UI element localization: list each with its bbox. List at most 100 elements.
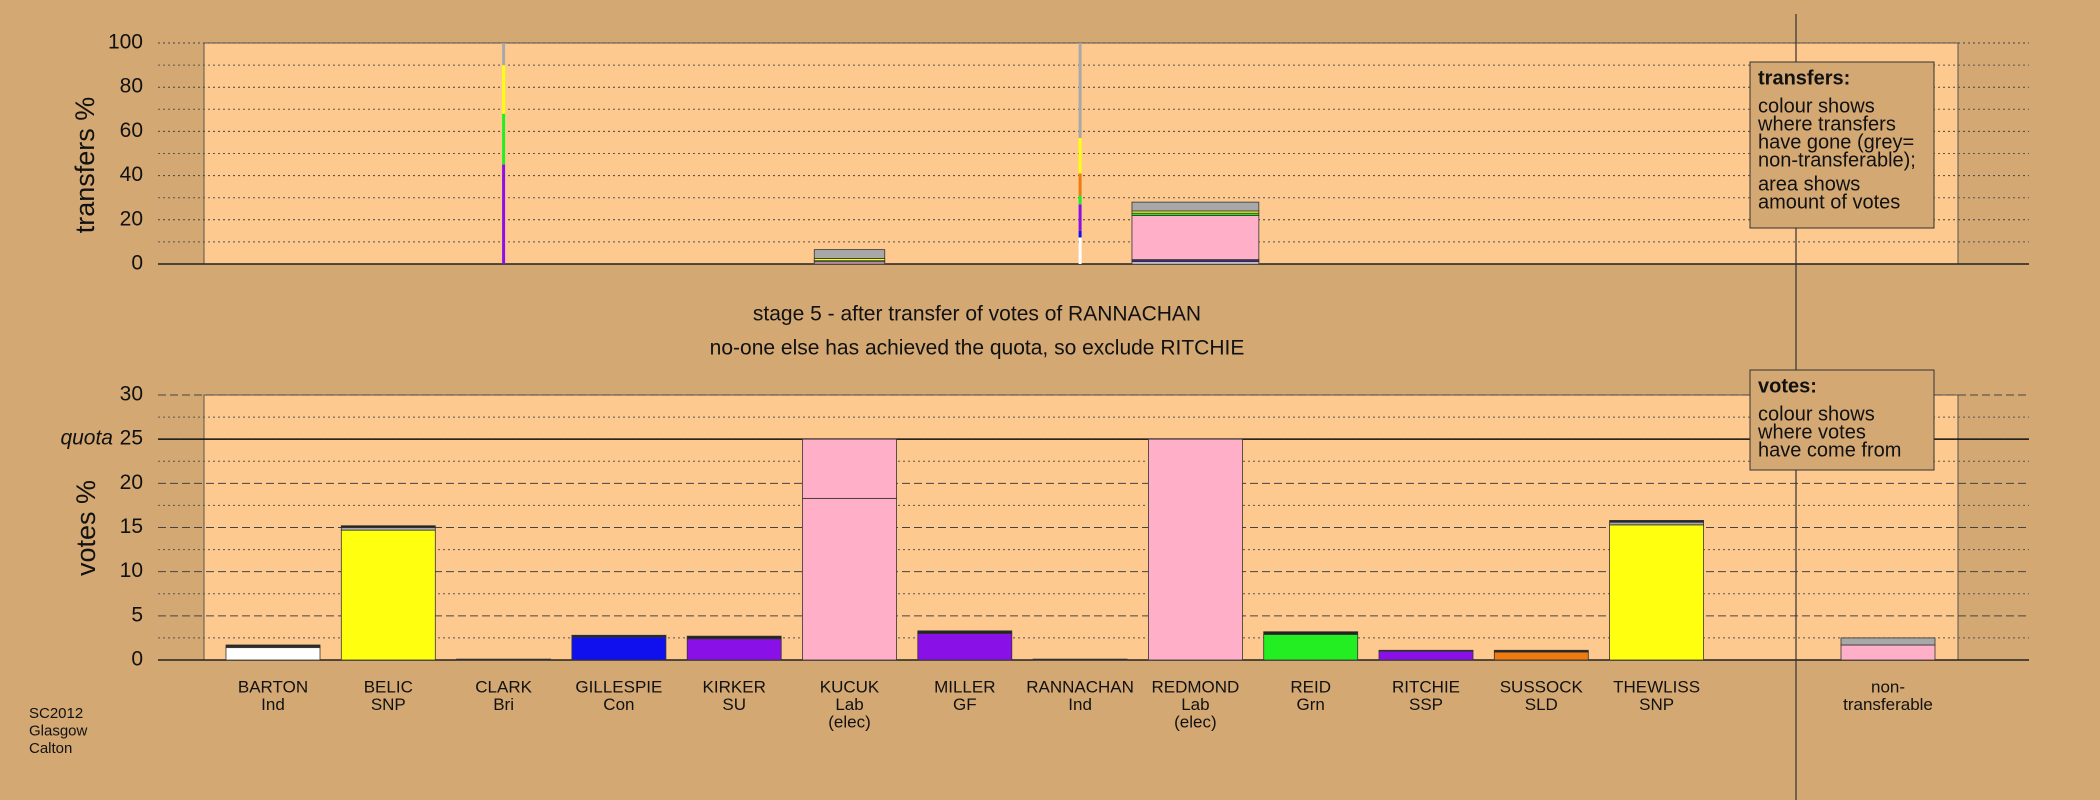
bar-segment	[571, 636, 667, 661]
x-tick-label: (elec)	[828, 712, 871, 731]
bar-segment	[917, 630, 1013, 634]
bar-segment	[340, 525, 436, 528]
x-tick-label: BELIC	[364, 677, 413, 696]
bar-segment	[502, 65, 506, 114]
bar-segment	[502, 164, 506, 264]
note-line: area shows	[1758, 173, 1860, 195]
x-tick-label: SSP	[1409, 695, 1443, 714]
y-tick-label: 10	[120, 559, 143, 582]
x-tick-label: transferable	[1843, 695, 1933, 714]
bar-segment	[802, 438, 897, 499]
note-line: have come from	[1758, 439, 1901, 461]
x-tick-label: GILLESPIE	[575, 677, 662, 696]
bar-segment	[1609, 524, 1704, 661]
bar-segment	[1032, 658, 1128, 661]
bar-segment	[1378, 649, 1474, 652]
note-line: where votes	[1757, 421, 1866, 443]
y-tick-label: 15	[120, 515, 143, 538]
y-tick-label: 100	[108, 31, 143, 54]
footer-text: Calton	[29, 740, 72, 757]
bar-segment	[917, 633, 1013, 661]
y-tick-label: 20	[120, 471, 143, 494]
bar-segment	[1263, 631, 1359, 635]
bar-segment	[1493, 649, 1589, 653]
bar-segment	[802, 497, 897, 661]
y-tick-label: 30	[120, 383, 143, 406]
x-tick-label: SUSSOCK	[1500, 677, 1584, 696]
bar-segment	[1078, 43, 1082, 139]
x-tick-label: REDMOND	[1151, 677, 1239, 696]
bar-segment	[1131, 201, 1260, 212]
y-tick-label: 0	[131, 252, 143, 275]
y-tick-label: 5	[131, 603, 143, 626]
note-line: non-transferable);	[1758, 149, 1916, 171]
bar-segment	[1078, 138, 1082, 174]
note-line: colour shows	[1758, 403, 1875, 425]
x-tick-label: SLD	[1525, 695, 1558, 714]
bar-segment	[1840, 644, 1936, 661]
x-tick-label: SNP	[371, 695, 406, 714]
y-tick-label: 0	[131, 648, 143, 671]
x-tick-label: Ind	[1068, 695, 1092, 714]
bar-segment	[1148, 438, 1243, 661]
y-axis-label: votes %	[71, 480, 101, 576]
y-tick-label: 40	[120, 163, 143, 186]
x-tick-label: SU	[722, 695, 746, 714]
bar-segment	[813, 249, 886, 259]
x-tick-label: BARTON	[238, 677, 308, 696]
x-tick-label: (elec)	[1174, 712, 1217, 731]
x-tick-label: Bri	[493, 695, 514, 714]
y-tick-label: 60	[120, 119, 143, 142]
bar-segment	[1263, 633, 1359, 661]
quota-label: quota	[60, 427, 113, 450]
bar-segment	[502, 113, 506, 165]
x-tick-label: KUCUK	[820, 677, 880, 696]
footer-text: SC2012	[29, 705, 83, 722]
note-heading: votes:	[1758, 375, 1817, 397]
x-tick-label: RITCHIE	[1392, 677, 1460, 696]
note-line: have gone (grey=	[1758, 131, 1914, 153]
x-tick-label: REID	[1290, 677, 1331, 696]
bar-segment	[686, 635, 782, 640]
y-tick-label: 25	[120, 427, 143, 450]
x-tick-label: CLARK	[475, 677, 532, 696]
bar-segment	[340, 529, 436, 661]
x-tick-label: Con	[603, 695, 634, 714]
bar-segment	[1078, 204, 1082, 231]
x-tick-label: THEWLISS	[1613, 677, 1700, 696]
bar-segment	[1493, 651, 1589, 661]
bar-segment	[571, 634, 667, 638]
x-tick-label: non-	[1871, 677, 1905, 696]
bar-segment	[456, 658, 552, 661]
bar-segment	[1840, 637, 1936, 646]
bar-segment	[225, 647, 321, 661]
bar-segment	[1131, 214, 1260, 260]
note-line: amount of votes	[1758, 191, 1900, 213]
stage-text: stage 5 - after transfer of votes of RAN…	[753, 303, 1201, 326]
x-tick-label: Lab	[835, 695, 863, 714]
x-tick-label: GF	[953, 695, 977, 714]
bar-segment	[1378, 650, 1474, 661]
note-box	[1749, 369, 1935, 471]
stage-text: no-one else has achieved the quota, so e…	[710, 337, 1245, 360]
x-tick-label: Grn	[1297, 695, 1325, 714]
note-heading: transfers:	[1758, 67, 1850, 89]
bar-segment	[1078, 195, 1082, 205]
bar-segment	[1609, 520, 1704, 523]
x-tick-label: MILLER	[934, 677, 995, 696]
x-tick-label: RANNACHAN	[1026, 677, 1134, 696]
bar-segment	[1078, 230, 1082, 238]
note-line: colour shows	[1758, 95, 1875, 117]
x-tick-label: Ind	[261, 695, 285, 714]
y-tick-label: 80	[120, 75, 143, 98]
bar-segment	[686, 638, 782, 661]
note-line: where transfers	[1757, 113, 1896, 135]
y-tick-label: 20	[120, 207, 143, 230]
note-box	[1749, 61, 1935, 229]
x-tick-label: KIRKER	[703, 677, 766, 696]
x-tick-label: SNP	[1639, 695, 1674, 714]
bar-segment	[1078, 237, 1082, 264]
bar-segment	[502, 43, 506, 66]
bar-segment	[225, 644, 321, 648]
